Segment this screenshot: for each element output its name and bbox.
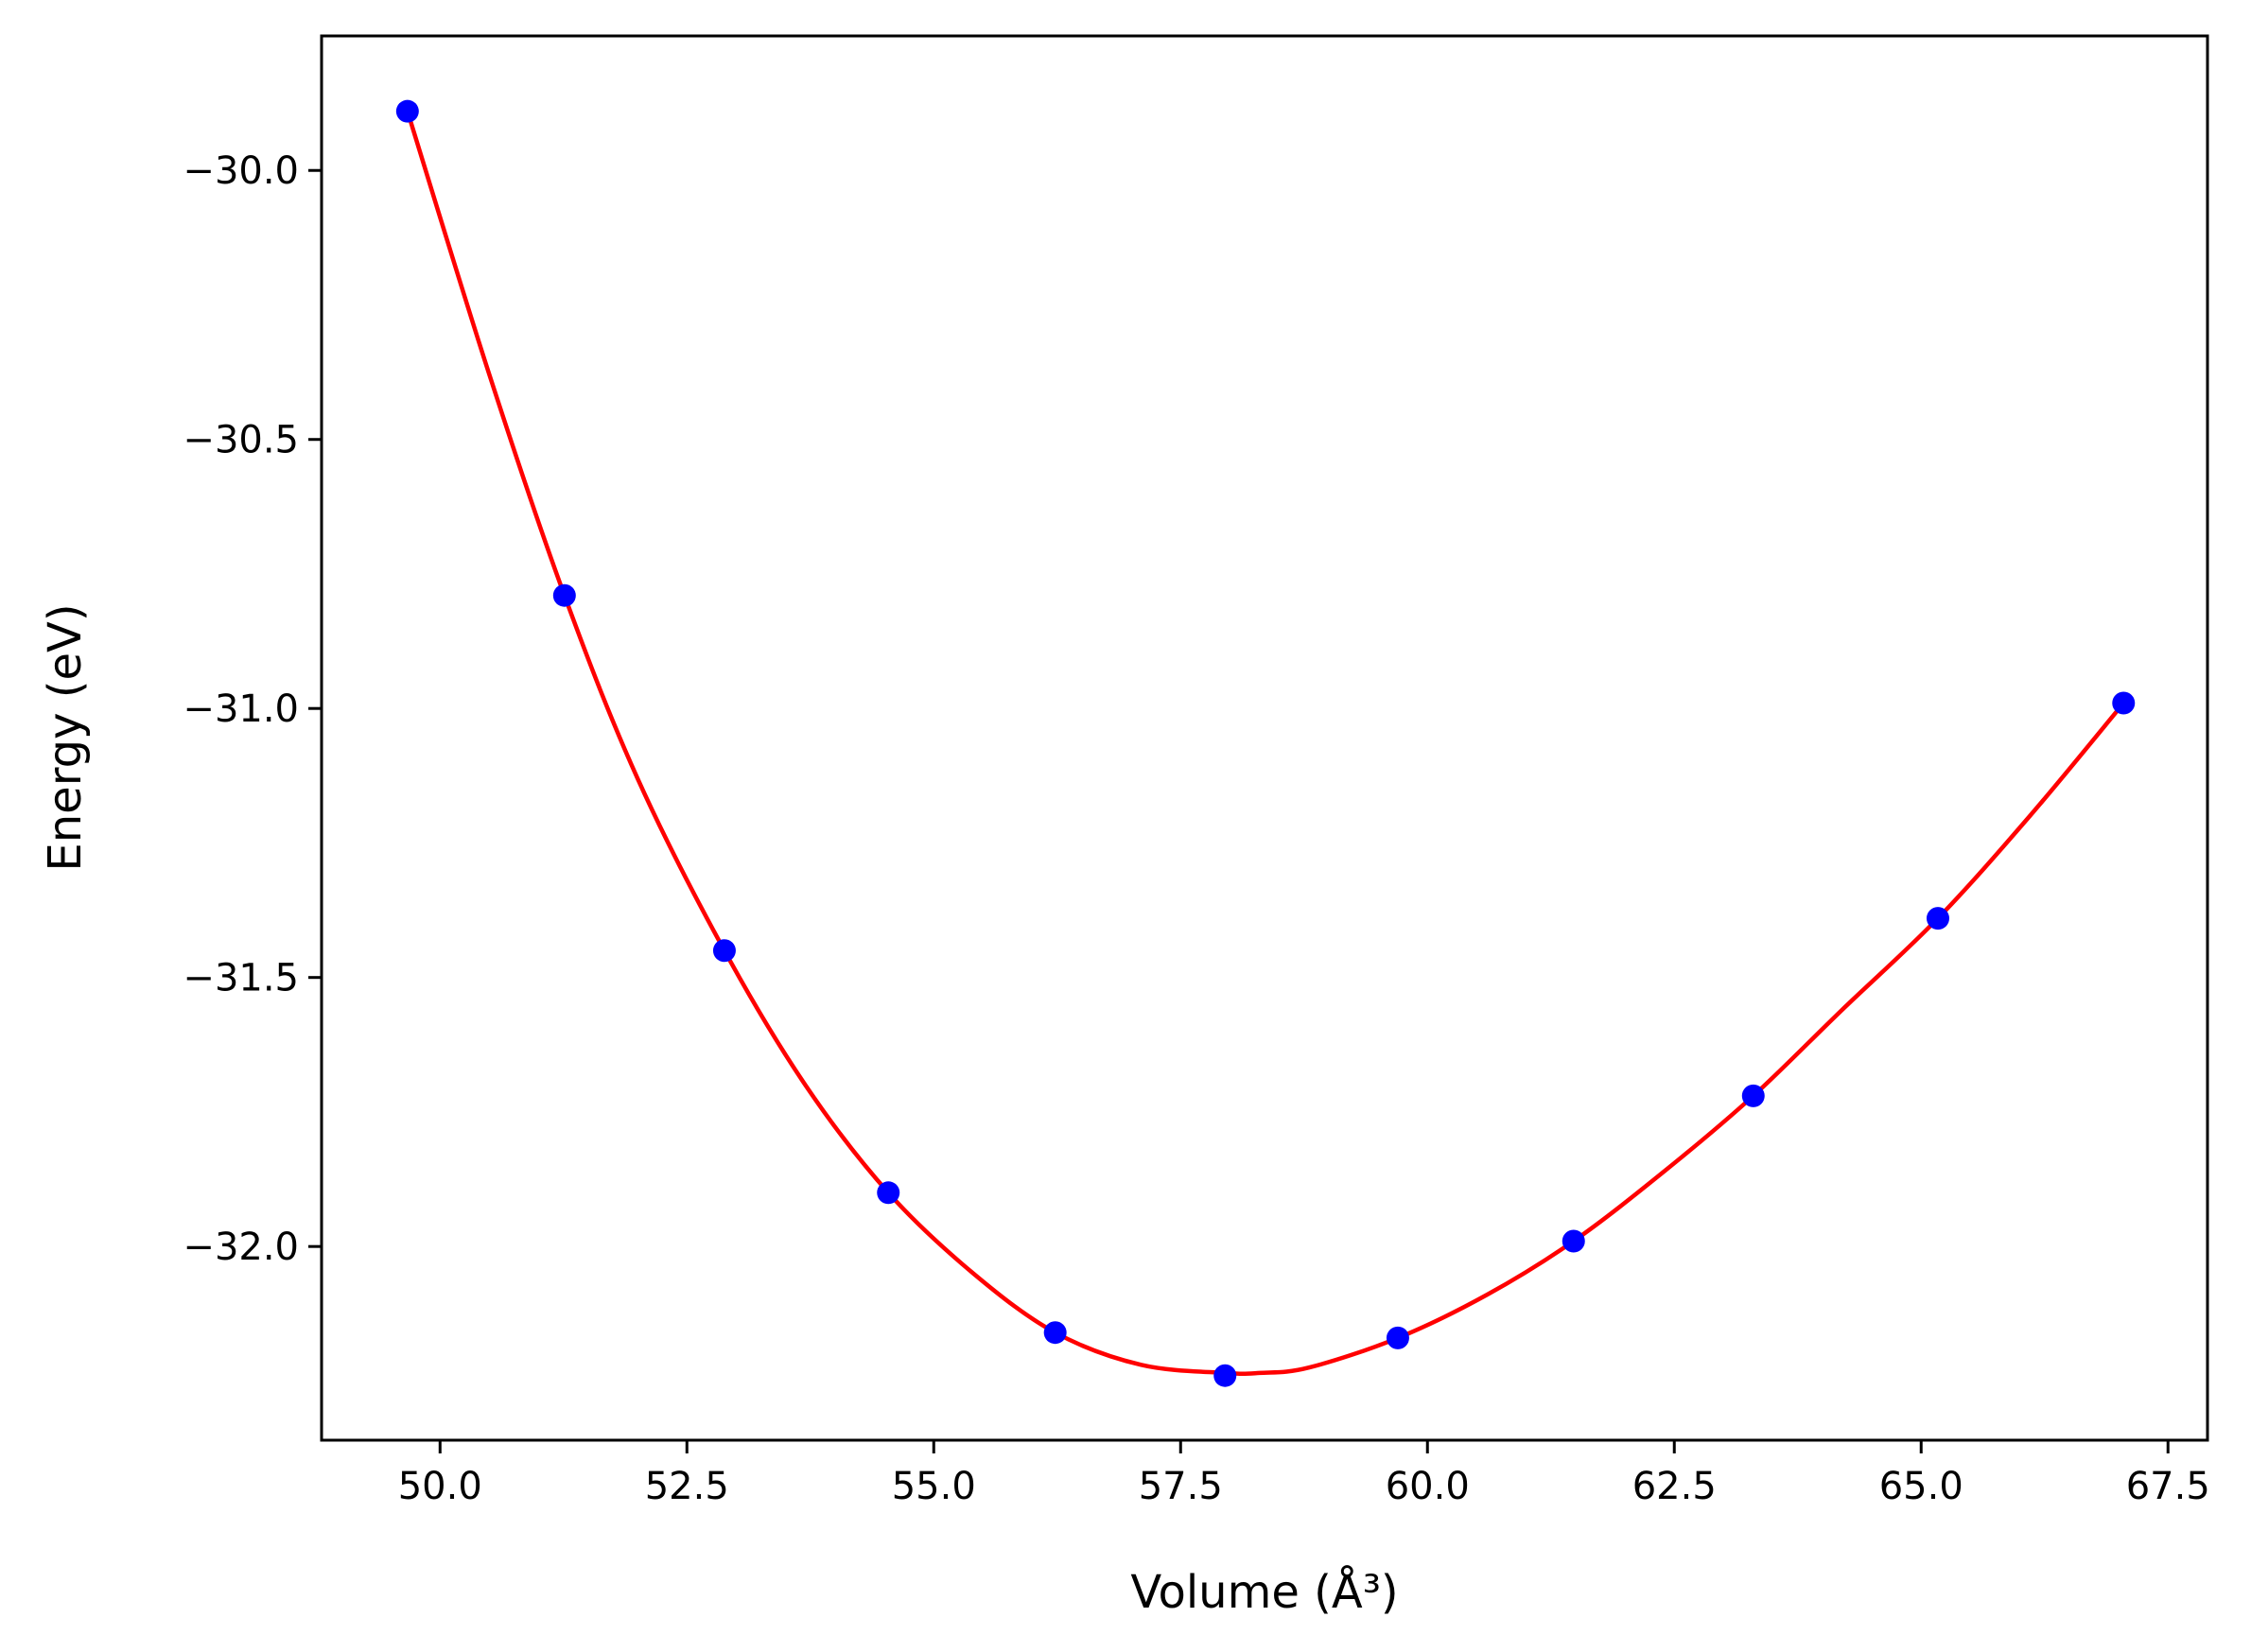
y-tick-label: −31.0 (183, 687, 299, 731)
x-tick-label: 55.0 (892, 1465, 976, 1508)
x-tick-label: 65.0 (1879, 1465, 1963, 1508)
x-axis-label: Volume (Å³) (1130, 1565, 1398, 1619)
plot-content (395, 99, 2136, 1387)
x-tick-label: 67.5 (2126, 1465, 2210, 1508)
y-axis-label: Energy (eV) (39, 603, 92, 871)
y-tick-label: −30.0 (183, 149, 299, 193)
y-axis: −30.0 −30.5 −31.0 −31.5 −32.0 (183, 149, 322, 1269)
data-point (1562, 1229, 1585, 1253)
data-point (877, 1181, 900, 1205)
data-point (1386, 1326, 1409, 1349)
x-tick-label: 60.0 (1386, 1465, 1470, 1508)
y-tick-label: −31.5 (183, 957, 299, 1000)
x-tick-label: 57.5 (1139, 1465, 1223, 1508)
y-tick-label: −30.5 (183, 419, 299, 462)
x-tick-label: 52.5 (645, 1465, 729, 1508)
y-tick-label: −32.0 (183, 1226, 299, 1269)
data-point (2112, 691, 2136, 715)
x-tick-label: 50.0 (398, 1465, 482, 1508)
data-point (712, 939, 736, 963)
data-point (395, 99, 419, 123)
x-tick-label: 62.5 (1632, 1465, 1717, 1508)
data-point (552, 583, 576, 607)
x-axis: 50.0 52.5 55.0 57.5 60.0 62.5 65.0 67.5 (398, 1440, 2210, 1508)
data-point (1213, 1364, 1237, 1387)
fit-curve-line (405, 110, 2125, 1377)
data-point (1741, 1084, 1765, 1107)
data-point (1043, 1321, 1067, 1345)
plot-frame (320, 34, 2209, 1442)
data-point (1926, 907, 1949, 930)
